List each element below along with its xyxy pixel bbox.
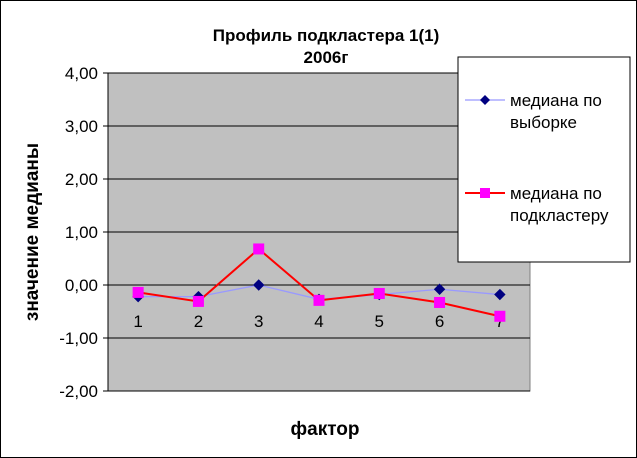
data-point-square [132, 286, 144, 298]
legend-box [457, 56, 631, 263]
data-point-square [253, 243, 265, 255]
x-tick-label: 1 [133, 312, 142, 331]
y-tick-label: 4,00 [65, 64, 98, 83]
y-tick-label: -1,00 [59, 329, 98, 348]
y-tick-label: 0,00 [65, 276, 98, 295]
x-tick-label: 4 [314, 312, 323, 331]
data-point-square [494, 310, 506, 322]
x-tick-label: 3 [254, 312, 263, 331]
data-point-square [192, 295, 204, 307]
y-tick-label: 1,00 [65, 223, 98, 242]
legend-label: выборке [510, 113, 577, 132]
y-tick-label: 3,00 [65, 117, 98, 136]
legend-label: подкластеру [510, 206, 609, 225]
data-point-diamond [253, 279, 265, 291]
legend-label: медиана по [510, 184, 602, 203]
data-point-diamond [494, 288, 506, 301]
data-point-square [434, 296, 446, 308]
data-point-diamond [433, 283, 446, 295]
legend-label: медиана по [510, 91, 602, 110]
legend-marker-square [480, 188, 490, 198]
data-point-square [313, 294, 325, 306]
x-tick-label: 2 [194, 312, 203, 331]
chart-title: Профиль подкластера 1(1) [213, 26, 440, 45]
x-tick-label: 5 [375, 312, 384, 331]
y-tick-label: 2,00 [65, 170, 98, 189]
x-axis-title: фактор [291, 419, 360, 440]
y-tick-label: -2,00 [59, 382, 98, 401]
data-point-square [373, 287, 385, 299]
legend-marker-diamond [480, 95, 490, 105]
x-tick-label: 6 [435, 312, 444, 331]
y-axis-title: значение медианы [22, 143, 43, 321]
chart-subtitle: 2006г [304, 48, 349, 67]
